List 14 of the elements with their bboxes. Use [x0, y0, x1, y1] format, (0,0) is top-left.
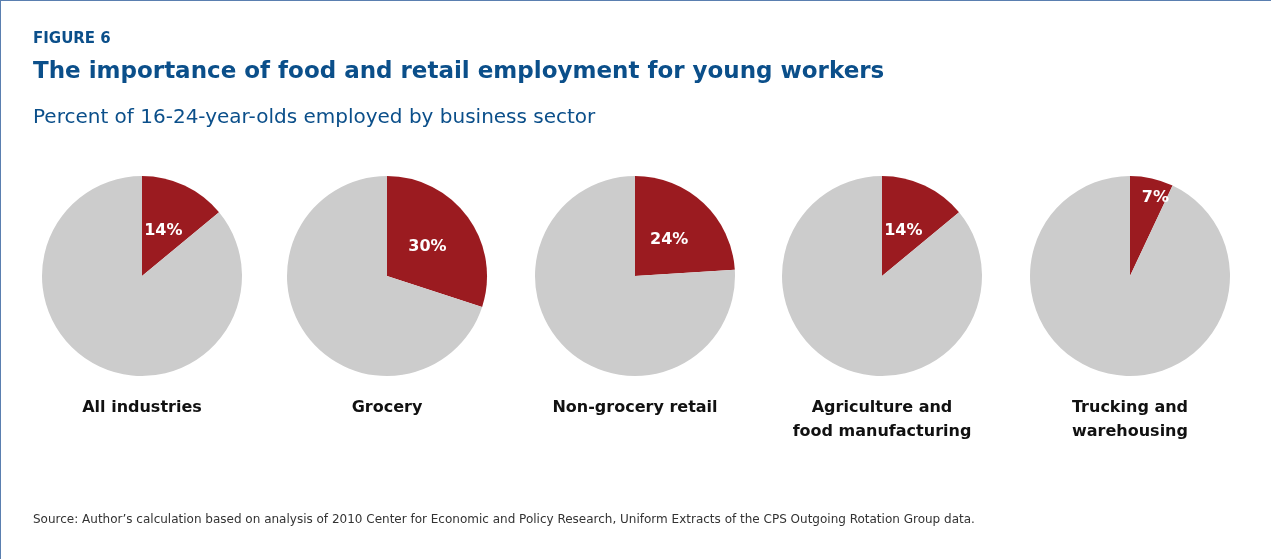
text: Percent of 16-24-year-olds employed by business sector — [33, 104, 596, 128]
text: Trucking and warehousing — [1070, 396, 1190, 442]
data-label: 7% — [1141, 187, 1170, 207]
text: Agriculture and food manufacturing — [791, 396, 973, 442]
data-label: 14% — [884, 219, 923, 239]
data-label: 30% — [408, 235, 447, 255]
text: Grocery — [350, 396, 424, 418]
source-note: Source: Author’s calculation based on analysis of 2010 Center for Economic and Policy Research, Uniform Extracts of the CPS Outgoing Rotation Group data. — [33, 512, 975, 526]
data-label: 24% — [650, 228, 689, 248]
text: Non-grocery retail — [551, 396, 719, 418]
data-label: 14% — [144, 219, 183, 239]
text: The importance of food and retail employment for young workers — [33, 57, 885, 83]
text: All industries — [81, 396, 203, 418]
caption: FIGURE 6 — [33, 29, 111, 47]
